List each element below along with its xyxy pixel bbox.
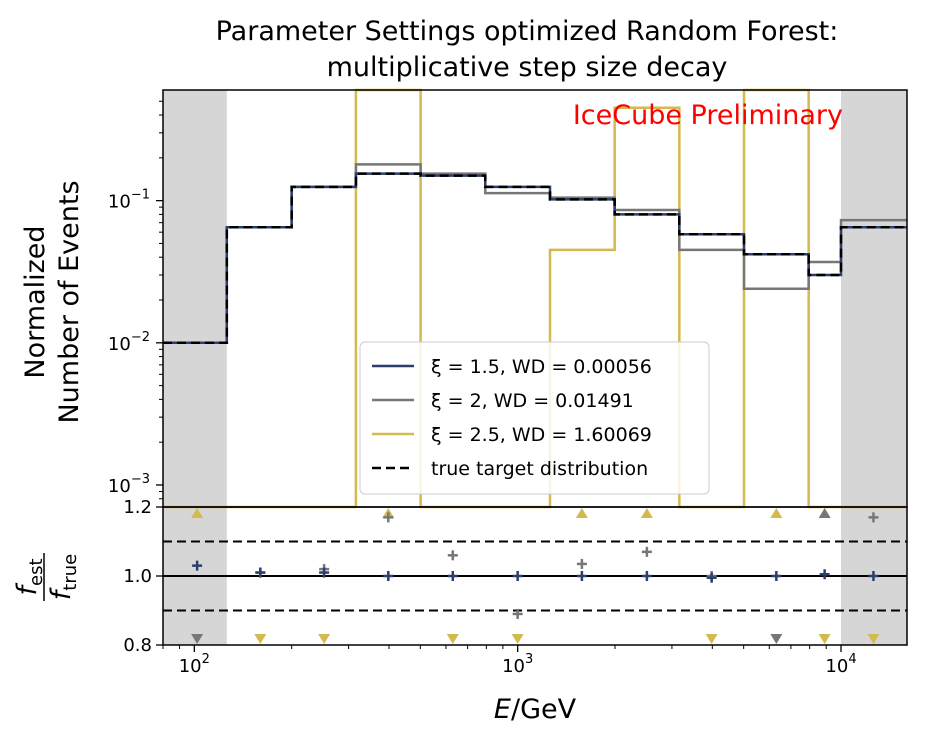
x-tick-label-0: 102 — [179, 652, 210, 677]
ratio-point-s0-4 — [447, 571, 458, 581]
legend-box — [359, 341, 710, 495]
ratio-point-s1-5 — [512, 608, 523, 619]
x-axis-label: E/GeV — [494, 694, 577, 725]
svg-text:ftrue: ftrue — [46, 554, 81, 600]
ratio-marker-s1-0 — [191, 634, 204, 644]
ratio-y-axis-label: fest ftrue — [12, 553, 81, 601]
ratio-point-s0-5 — [512, 571, 523, 581]
series-line-0 — [163, 172, 907, 345]
legend-label-0: ξ = 1.5, WD = 0.00056 — [431, 356, 652, 378]
chart-title-line2: multiplicative step size decay — [327, 52, 728, 83]
shaded-region-1 — [841, 90, 907, 645]
ratio-point-s0-2 — [319, 567, 330, 578]
ratio-point-s1-3 — [383, 512, 394, 523]
svg-text:fest: fest — [12, 558, 47, 595]
legend-label-1: ξ = 2, WD = 0.01491 — [431, 390, 634, 412]
x-tick-label-1: 103 — [502, 652, 533, 677]
ratio-label-num-sub: est — [26, 558, 47, 586]
ratio-marker-s2-10 — [818, 634, 831, 644]
ratio-marker-s2-8 — [705, 634, 718, 644]
ratio-marker-s1-10 — [818, 508, 831, 518]
ratio-point-s1-11 — [868, 512, 879, 523]
shaded-region-0 — [163, 90, 227, 645]
ratio-point-s0-11 — [868, 571, 879, 581]
ratio-marker-s2-9 — [770, 508, 783, 518]
y-tick-label-0: 10−1 — [108, 188, 150, 213]
y-axis-label-line2: Number of Events — [54, 180, 85, 423]
x-axis-label-rest: /GeV — [511, 694, 577, 725]
ratio-y-tick-label-1: 1.0 — [123, 566, 152, 587]
legend-label-2: ξ = 2.5, WD = 1.60069 — [431, 424, 652, 446]
ratio-marker-s2-1 — [254, 634, 267, 644]
ratio-marker-s1-9 — [770, 634, 783, 644]
legend-label-true: true target distribution — [431, 458, 648, 480]
ratio-point-s0-0 — [192, 560, 203, 571]
ratio-point-s0-6 — [576, 571, 587, 581]
ratio-y-tick-label-0: 0.8 — [123, 635, 152, 656]
ratio-y-tick-labels: 0.8 1.0 1.2 — [123, 497, 152, 656]
ratio-marker-s2-5 — [511, 634, 524, 644]
x-axis-label-italic: E — [494, 694, 511, 725]
y-tick-label-1: 10−2 — [108, 330, 150, 355]
x-tick-labels: 102 103 104 — [179, 652, 857, 677]
ratio-marker-s2-7 — [640, 508, 653, 518]
ratio-point-s0-9 — [771, 571, 782, 581]
legend: ξ = 1.5, WD = 0.00056 ξ = 2, WD = 0.01491… — [359, 341, 710, 495]
y-axis-label-line1: Normalized — [20, 225, 51, 378]
x-tick-label-2: 104 — [825, 652, 856, 677]
ratio-point-s0-8 — [706, 572, 717, 583]
ratio-marker-s2-6 — [575, 508, 588, 518]
ratio-point-s0-1 — [255, 567, 266, 578]
ratio-point-s0-3 — [383, 571, 394, 581]
ratio-marker-s2-2 — [318, 634, 331, 644]
ratio-label-den-sub: true — [60, 554, 81, 591]
main-panel — [156, 88, 908, 645]
ratio-y-tick-label-2: 1.2 — [123, 497, 152, 518]
ratio-marker-s2-0 — [191, 508, 204, 518]
true-target-line — [163, 172, 907, 345]
chart-title-line1: Parameter Settings optimized Random Fore… — [216, 16, 839, 47]
ratio-marker-s2-11 — [867, 634, 880, 644]
icecube-watermark: IceCube Preliminary — [573, 100, 843, 131]
ratio-point-s1-6 — [576, 558, 587, 569]
ratio-marker-s2-4 — [446, 634, 459, 644]
y-tick-label-2: 10−3 — [108, 472, 150, 497]
ratio-point-s1-7 — [641, 546, 652, 557]
ratio-point-s0-10 — [819, 569, 830, 580]
y-tick-labels: 10−1 10−2 10−3 — [108, 188, 150, 497]
ratio-point-s0-7 — [641, 571, 652, 581]
ratio-panel — [156, 506, 908, 652]
ratio-point-s1-4 — [447, 550, 458, 561]
